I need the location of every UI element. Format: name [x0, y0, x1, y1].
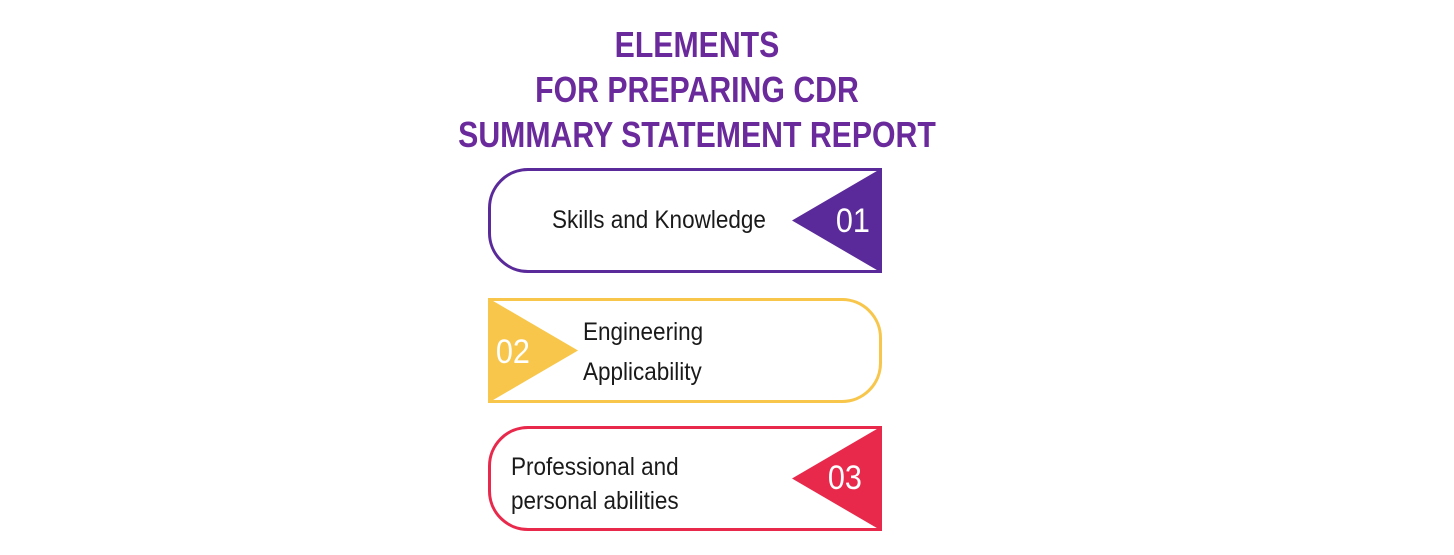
element-number-2: 02 [495, 333, 530, 371]
element-label-1: Skills and Knowledge [552, 205, 766, 235]
element-label-2-line-2: Applicability [583, 358, 702, 386]
element-label-3-line-1: Professional and [511, 453, 679, 481]
element-number-3: 03 [827, 459, 862, 497]
element-label-3-line-2: personal abilities [511, 487, 679, 515]
element-label-1-line-1: Skills and Knowledge [552, 206, 766, 234]
element-label-2: Engineering Applicability [583, 312, 703, 392]
element-number-1: 01 [835, 202, 870, 240]
element-label-3: Professional and personal abilities [511, 450, 679, 518]
title-line-2: FOR PREPARING CDR [535, 69, 859, 110]
title-line-1: ELEMENTS [614, 24, 780, 65]
title-line-3: SUMMARY STATEMENT REPORT [458, 114, 936, 155]
element-label-2-line-1: Engineering [583, 318, 704, 346]
diagram-title: ELEMENTS FOR PREPARING CDR SUMMARY STATE… [445, 22, 949, 157]
number-marker-3 [792, 426, 882, 531]
number-marker-2 [488, 298, 578, 403]
number-marker-1 [792, 168, 882, 273]
